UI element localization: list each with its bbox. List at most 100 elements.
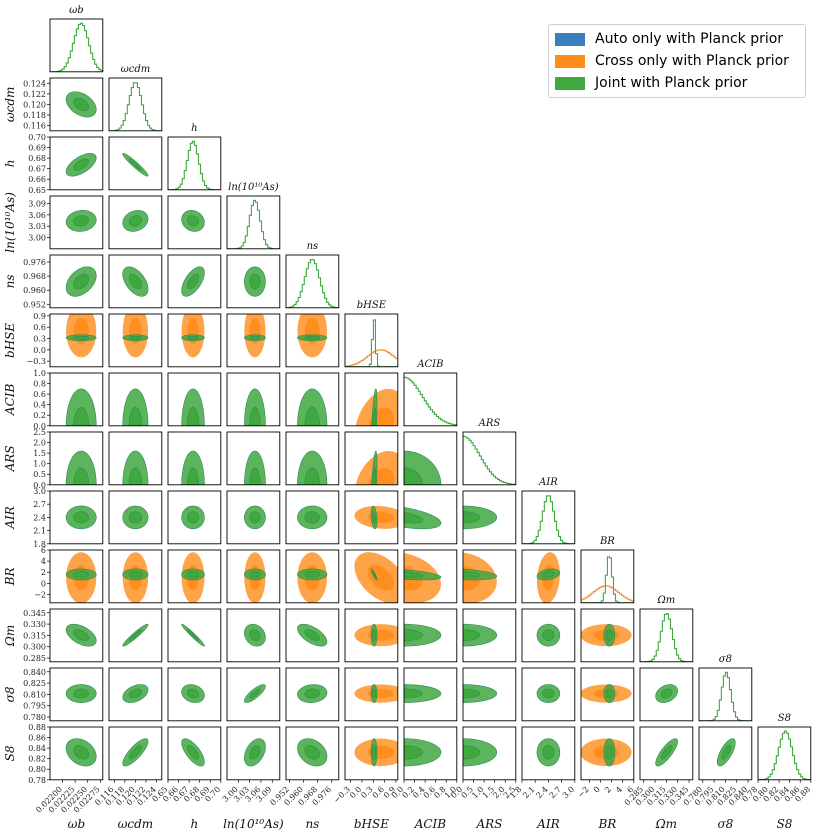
panel-contents xyxy=(65,314,97,358)
histogram-0 xyxy=(109,82,162,131)
panel-contents xyxy=(536,738,561,767)
x-axis-label-S_8: S8 xyxy=(776,817,792,831)
panel-omega_cdm-omega_cdm xyxy=(108,77,163,132)
x-tick-label-B_R: 6 xyxy=(625,785,635,795)
panel-contents xyxy=(463,435,516,485)
y-tick-label-A_CIB: 1.0 xyxy=(33,369,46,378)
panel-title-sigma_8: σ8 xyxy=(719,654,732,665)
panel-h-ln10As xyxy=(167,195,222,250)
contour-joint-2sigma xyxy=(404,507,442,530)
panel-frame xyxy=(226,431,281,486)
panel-frame xyxy=(285,726,340,781)
x-axis-label-A_CIB: ACIB xyxy=(414,817,447,831)
panel-frame xyxy=(226,549,281,604)
panel-contents xyxy=(536,623,561,647)
histogram-0 xyxy=(404,376,457,426)
panel-frame xyxy=(226,372,281,427)
panel-omega_b-A_CIB xyxy=(47,372,104,427)
panel-h-A_IR xyxy=(167,490,222,545)
contour-joint-1sigma xyxy=(249,571,261,578)
panel-contents xyxy=(244,388,266,426)
panel-frame xyxy=(403,608,458,663)
contour-joint-1sigma xyxy=(372,467,376,485)
contour-joint-1sigma xyxy=(187,335,200,340)
panel-contents xyxy=(122,623,149,647)
panel-contents xyxy=(65,153,97,177)
panel-frame xyxy=(49,136,104,191)
panel-frame xyxy=(580,726,635,781)
contour-joint-1sigma xyxy=(73,273,90,290)
panel-n_s-A_CIB xyxy=(285,372,340,427)
panel-title-Omega_m: Ωm xyxy=(657,595,676,606)
y-tick-label-S_8: 0.82 xyxy=(28,755,46,764)
panel-h-S_8 xyxy=(167,726,222,783)
y-tick-label-omega_cdm: 0.120 xyxy=(23,100,46,109)
contour-joint-1sigma xyxy=(542,571,555,578)
panel-frame xyxy=(108,77,163,132)
panel-omega_cdm-A_IR xyxy=(108,490,163,545)
panel-frame xyxy=(226,667,281,722)
contour-joint-1sigma xyxy=(542,745,555,760)
contour-joint-1sigma xyxy=(542,629,555,641)
panel-frame xyxy=(698,667,753,722)
panel-frame xyxy=(285,313,340,368)
panel-omega_cdm-Omega_m xyxy=(108,608,163,663)
panel-contents xyxy=(655,738,678,767)
panel-contents xyxy=(181,684,205,703)
panel-omega_cdm-S_8 xyxy=(108,726,163,783)
contour-joint-1sigma xyxy=(304,571,320,578)
contour-joint-1sigma xyxy=(304,629,320,641)
panel-ln10As-ln10As xyxy=(226,195,281,250)
panel-n_s-sigma_8 xyxy=(285,667,340,722)
panel-contents xyxy=(404,507,442,530)
panel-title-b_HSE: bHSE xyxy=(357,300,387,311)
y-tick-label-Omega_m: 0.330 xyxy=(23,620,46,629)
contour-joint-1sigma xyxy=(249,629,261,641)
contour-joint-1sigma xyxy=(128,273,143,290)
panel-frame xyxy=(108,431,163,486)
panel-frame xyxy=(462,726,517,781)
panel-contents xyxy=(297,738,328,767)
panel-frame xyxy=(344,431,399,486)
panel-S_8-S_8 xyxy=(757,726,812,783)
panel-frame xyxy=(226,490,281,545)
contour-joint-1sigma xyxy=(187,629,200,641)
panel-frame xyxy=(167,195,222,250)
panel-frame xyxy=(757,726,812,781)
panel-frame xyxy=(226,313,281,368)
panel-A_IR-sigma_8 xyxy=(521,667,576,722)
panel-omega_cdm-h xyxy=(108,136,163,191)
y-tick-label-A_RS: 2.5 xyxy=(33,428,46,437)
panel-A_CIB-B_R xyxy=(403,549,458,604)
panel-frame xyxy=(344,667,399,722)
contour-joint-1sigma xyxy=(249,511,261,524)
legend-swatch-joint xyxy=(555,76,585,90)
x-tick-label-A_IR: 2.4 xyxy=(534,785,549,800)
panel-frame xyxy=(403,726,458,781)
histogram-0 xyxy=(699,671,752,721)
contour-joint-1sigma xyxy=(73,158,90,171)
panel-contents xyxy=(122,266,149,297)
panel-contents xyxy=(354,738,398,767)
panel-title-B_R: BR xyxy=(599,536,615,547)
contour-joint-1sigma xyxy=(372,406,376,426)
panel-b_HSE-B_R xyxy=(344,549,399,604)
y-axis-label-sigma_8: σ8 xyxy=(3,686,17,702)
panel-title-A_RS: ARS xyxy=(478,418,501,429)
y-axis-label-B_R: BR xyxy=(3,567,17,586)
panel-B_R-B_R xyxy=(580,549,635,604)
panel-contents xyxy=(244,552,266,603)
panel-A_RS-A_IR xyxy=(462,490,517,545)
contour-joint-1sigma xyxy=(404,688,423,699)
panel-sigma_8-S_8 xyxy=(698,726,753,783)
panel-frame xyxy=(167,431,222,486)
panel-contents xyxy=(345,319,398,367)
y-tick-label-sigma_8: 0.780 xyxy=(23,713,46,722)
panel-contents xyxy=(122,552,149,603)
y-tick-label-sigma_8: 0.825 xyxy=(23,679,46,688)
x-axis-label-ln10As: ln(10¹⁰As) xyxy=(223,817,284,831)
panel-contents xyxy=(404,376,457,426)
histogram-0 xyxy=(168,140,221,190)
y-tick-label-ln10As: 3.06 xyxy=(28,211,46,220)
y-tick-label-ln10As: 3.09 xyxy=(28,200,46,209)
